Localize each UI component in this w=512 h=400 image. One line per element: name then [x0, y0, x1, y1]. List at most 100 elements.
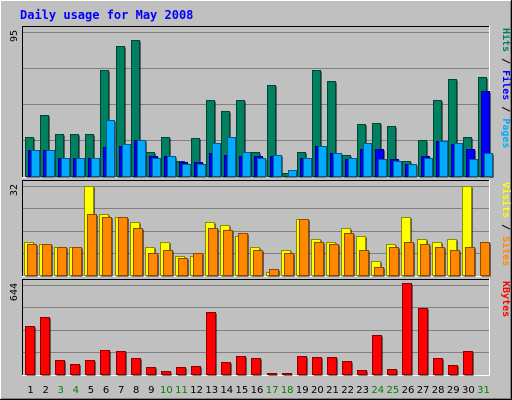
bar-pages-day-15 [242, 152, 251, 177]
bar-kbytes-day-15 [236, 356, 246, 375]
bar-kbytes-day-29 [448, 365, 458, 375]
bar-kbytes-day-26 [402, 283, 412, 375]
panel-visits-series-label: Visits / Sites [500, 182, 512, 266]
panel-kbytes: 644 KBytes [9, 279, 511, 376]
bar-sites-day-20 [314, 242, 324, 276]
bar-sites-day-11 [178, 258, 188, 276]
bar-pages-day-29 [454, 143, 463, 177]
bar-kbytes-day-21 [327, 357, 337, 375]
legend-pages: Pages [500, 118, 511, 148]
x-tick-label-20: 20 [311, 385, 324, 396]
bar-sites-day-30 [465, 247, 475, 276]
panel-kbytes-series-label: KBytes [500, 281, 511, 317]
bar-pages-day-19 [303, 158, 312, 177]
bar-pages-day-26 [408, 164, 417, 177]
panels: 95 Hits / Files / Pages 32 Visits / Sites 64… [9, 26, 512, 376]
bar-kbytes-day-8 [131, 358, 141, 375]
bar-sites-day-26 [404, 242, 414, 276]
bar-pages-day-17 [273, 155, 282, 177]
bar-kbytes-day-22 [342, 361, 352, 375]
bar-kbytes-day-27 [418, 308, 428, 375]
x-tick-label-24: 24 [371, 385, 384, 396]
bar-kbytes-day-16 [251, 358, 261, 375]
bar-pages-day-31 [484, 153, 493, 177]
panel-hits-ymax-label: 95 [9, 30, 20, 42]
bar-pages-day-7 [122, 144, 131, 177]
bar-pages-day-13 [212, 143, 221, 177]
x-tick-label-16: 16 [251, 385, 264, 396]
bar-sites-day-2 [42, 244, 52, 276]
legend-files: Files [500, 70, 512, 100]
legend-separator: / [500, 52, 511, 70]
bar-pages-day-8 [137, 140, 146, 177]
bar-kbytes-day-25 [387, 369, 397, 375]
x-tick-label-4: 4 [73, 385, 79, 396]
bar-pages-day-30 [469, 159, 478, 177]
bar-sites-day-3 [57, 247, 67, 276]
bar-pages-day-12 [197, 164, 206, 177]
bar-kbytes-day-2 [40, 317, 50, 375]
bar-kbytes-day-20 [312, 357, 322, 375]
bar-sites-day-15 [238, 233, 248, 276]
bar-kbytes-day-1 [25, 326, 35, 375]
bar-sites-day-19 [299, 219, 309, 276]
bar-kbytes-day-7 [116, 351, 126, 375]
bar-sites-day-5 [87, 214, 97, 276]
bar-sites-day-13 [208, 228, 218, 276]
x-tick-label-18: 18 [281, 385, 294, 396]
x-tick-label-29: 29 [447, 385, 460, 396]
x-tick-label-6: 6 [103, 385, 109, 396]
bar-kbytes-day-23 [357, 370, 367, 375]
panel-visits: 32 Visits / Sites [9, 180, 512, 277]
legend-hits: Hits [500, 28, 512, 52]
bar-pages-day-14 [227, 137, 236, 177]
x-tick-label-25: 25 [387, 385, 400, 396]
bar-pages-day-24 [378, 159, 387, 177]
x-tick-label-27: 27 [417, 385, 430, 396]
bar-sites-day-12 [193, 253, 203, 276]
bar-kbytes-day-30 [463, 351, 473, 375]
bar-pages-day-21 [333, 153, 342, 177]
bar-kbytes-day-13 [206, 312, 216, 375]
bar-sites-day-9 [148, 253, 158, 276]
bar-sites-day-28 [435, 247, 445, 276]
bar-kbytes-day-11 [176, 367, 186, 375]
x-tick-label-21: 21 [326, 385, 339, 396]
bar-kbytes-day-4 [70, 364, 80, 375]
x-tick-label-15: 15 [236, 385, 249, 396]
bar-kbytes-day-5 [85, 360, 95, 375]
x-tick-label-23: 23 [356, 385, 369, 396]
panel-hits: 95 Hits / Files / Pages [9, 26, 512, 178]
x-tick-label-30: 30 [462, 385, 475, 396]
bar-kbytes-day-10 [161, 371, 171, 375]
x-tick-label-14: 14 [220, 385, 233, 396]
bar-kbytes-day-17 [267, 373, 277, 375]
bar-pages-day-9 [152, 158, 161, 177]
x-tick-label-8: 8 [133, 385, 139, 396]
bar-kbytes-day-19 [297, 356, 307, 375]
x-tick-label-22: 22 [341, 385, 354, 396]
x-tick-label-19: 19 [296, 385, 309, 396]
x-tick-label-26: 26 [402, 385, 415, 396]
bar-sites-day-22 [344, 233, 354, 276]
bar-pages-day-23 [363, 143, 372, 177]
bar-sites-day-14 [223, 230, 233, 276]
bar-pages-day-16 [257, 158, 266, 177]
x-tick-label-11: 11 [175, 385, 188, 396]
x-tick-label-1: 1 [27, 385, 33, 396]
x-tick-label-12: 12 [190, 385, 203, 396]
x-tick-label-7: 7 [118, 385, 124, 396]
bar-sites-day-23 [359, 250, 369, 276]
bar-kbytes-day-6 [100, 350, 110, 375]
bar-kbytes-day-28 [433, 358, 443, 375]
legend-kbytes: KBytes [500, 281, 511, 317]
bar-pages-day-10 [167, 156, 176, 177]
bar-kbytes-day-18 [282, 373, 292, 375]
bar-sites-day-10 [163, 250, 173, 276]
bar-pages-day-20 [318, 146, 327, 177]
bar-kbytes-day-14 [221, 362, 231, 375]
bar-kbytes-day-12 [191, 366, 201, 375]
chart-title: Daily usage for May 2008 [20, 8, 193, 22]
x-tick-label-28: 28 [432, 385, 445, 396]
